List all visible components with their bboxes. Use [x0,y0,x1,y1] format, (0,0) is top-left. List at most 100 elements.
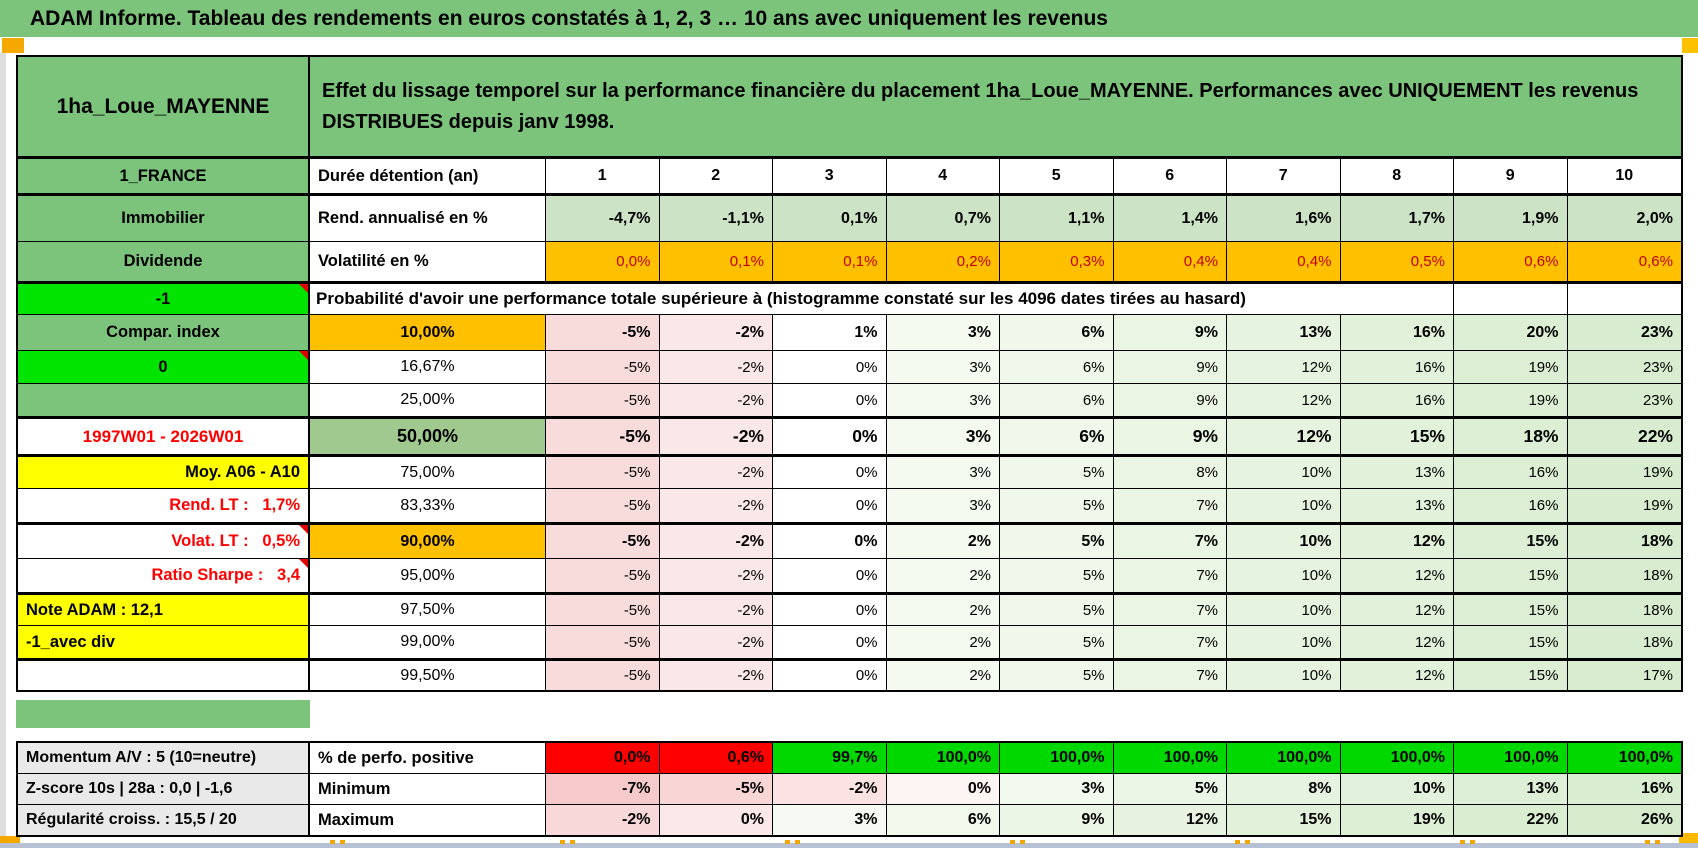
minimum-value-6[interactable]: 5% [1113,774,1227,805]
volat-value-2[interactable]: 0,1% [659,242,773,282]
p83-value-1[interactable]: -5% [546,489,660,523]
momentum-value-4[interactable]: 100,0% [886,743,1000,774]
p16-value-3[interactable]: 0% [773,351,887,384]
p995-value-5[interactable]: 5% [1000,659,1114,690]
p75-value-3[interactable]: 0% [773,455,887,489]
p995-value-8[interactable]: 12% [1340,659,1454,690]
p83-col2-cell[interactable]: 83,33% [310,489,546,523]
minimum-value-8[interactable]: 10% [1340,774,1454,805]
momentum-value-3[interactable]: 99,7% [773,743,887,774]
p75-value-9[interactable]: 16% [1454,455,1568,489]
p25-value-5[interactable]: 6% [1000,384,1114,417]
momentum-value-2[interactable]: 0,6% [659,743,773,774]
p50-value-4[interactable]: 3% [886,417,1000,455]
p25-value-10[interactable]: 23% [1567,384,1681,417]
duree-col2-cell[interactable]: Durée détention (an) [310,157,546,194]
momentum-value-10[interactable]: 100,0% [1567,743,1681,774]
p95-col2-cell[interactable]: 95,00% [310,559,546,593]
p995-value-9[interactable]: 15% [1454,659,1568,690]
p83-value-5[interactable]: 5% [1000,489,1114,523]
p995-value-6[interactable]: 7% [1113,659,1227,690]
p83-row-label[interactable]: Rend. LT : 1,7% [18,489,310,523]
momentum-row-label[interactable]: Momentum A/V : 5 (10=neutre) [18,743,310,774]
duree-value-1[interactable]: 1 [546,157,660,194]
p16-value-1[interactable]: -5% [546,351,660,384]
p95-value-9[interactable]: 15% [1454,559,1568,593]
p99-value-5[interactable]: 5% [1000,626,1114,659]
p25-value-3[interactable]: 0% [773,384,887,417]
p99-value-8[interactable]: 12% [1340,626,1454,659]
title-row-label[interactable]: 1ha_Loue_MAYENNE [18,57,310,157]
minimum-row-label[interactable]: Z-score 10s | 28a : 0,0 | -1,6 [18,774,310,805]
p50-value-9[interactable]: 18% [1454,417,1568,455]
p25-value-7[interactable]: 12% [1227,384,1341,417]
volat-value-5[interactable]: 0,3% [1000,242,1114,282]
duree-value-2[interactable]: 2 [659,157,773,194]
minimum-value-10[interactable]: 16% [1567,774,1681,805]
p25-col2-cell[interactable]: 25,00% [310,384,546,417]
p16-value-6[interactable]: 9% [1113,351,1227,384]
p99-col2-cell[interactable]: 99,00% [310,626,546,659]
p90-value-6[interactable]: 7% [1113,523,1227,559]
minimum-value-9[interactable]: 13% [1454,774,1568,805]
p90-value-10[interactable]: 18% [1567,523,1681,559]
p83-value-9[interactable]: 16% [1454,489,1568,523]
momentum-value-5[interactable]: 100,0% [1000,743,1114,774]
p95-value-4[interactable]: 2% [886,559,1000,593]
p10-row-label[interactable]: Compar. index [18,315,310,351]
p50-value-2[interactable]: -2% [659,417,773,455]
p75-value-2[interactable]: -2% [659,455,773,489]
maximum-value-1[interactable]: -2% [546,805,660,835]
momentum-value-1[interactable]: 0,0% [546,743,660,774]
p10-value-10[interactable]: 23% [1567,315,1681,351]
p16-value-8[interactable]: 16% [1340,351,1454,384]
p16-value-9[interactable]: 19% [1454,351,1568,384]
p25-value-1[interactable]: -5% [546,384,660,417]
p995-value-2[interactable]: -2% [659,659,773,690]
p95-value-3[interactable]: 0% [773,559,887,593]
rend-col2-cell[interactable]: Rend. annualisé en % [310,194,546,242]
p75-value-10[interactable]: 19% [1567,455,1681,489]
volat-value-6[interactable]: 0,4% [1113,242,1227,282]
p99-value-9[interactable]: 15% [1454,626,1568,659]
p995-row-label[interactable] [18,659,310,690]
momentum-value-7[interactable]: 100,0% [1227,743,1341,774]
p97-value-1[interactable]: -5% [546,593,660,626]
probability-header[interactable]: Probabilité d'avoir une performance tota… [310,282,1454,315]
p97-value-2[interactable]: -2% [659,593,773,626]
p10-value-5[interactable]: 6% [1000,315,1114,351]
maximum-value-4[interactable]: 6% [886,805,1000,835]
minimum-value-3[interactable]: -2% [773,774,887,805]
maximum-value-9[interactable]: 22% [1454,805,1568,835]
p10-value-6[interactable]: 9% [1113,315,1227,351]
p90-value-1[interactable]: -5% [546,523,660,559]
p995-value-10[interactable]: 17% [1567,659,1681,690]
p95-value-6[interactable]: 7% [1113,559,1227,593]
proba-row-label[interactable]: -1 [18,282,310,315]
duree-value-7[interactable]: 7 [1227,157,1341,194]
p25-value-9[interactable]: 19% [1454,384,1568,417]
minimum-value-7[interactable]: 8% [1227,774,1341,805]
duree-value-8[interactable]: 8 [1340,157,1454,194]
volat-value-10[interactable]: 0,6% [1567,242,1681,282]
p50-value-6[interactable]: 9% [1113,417,1227,455]
maximum-row-label[interactable]: Régularité croiss. : 15,5 / 20 [18,805,310,835]
duree-value-5[interactable]: 5 [1000,157,1114,194]
p25-value-2[interactable]: -2% [659,384,773,417]
p25-value-4[interactable]: 3% [886,384,1000,417]
duree-value-4[interactable]: 4 [886,157,1000,194]
p10-value-8[interactable]: 16% [1340,315,1454,351]
p10-col2-cell[interactable]: 10,00% [310,315,546,351]
p97-value-4[interactable]: 2% [886,593,1000,626]
proba-empty-cell[interactable] [1454,282,1568,315]
rend-value-1[interactable]: -4,7% [546,194,660,242]
p99-value-3[interactable]: 0% [773,626,887,659]
duree-row-label[interactable]: 1_FRANCE [18,157,310,194]
p50-value-1[interactable]: -5% [546,417,660,455]
p10-value-2[interactable]: -2% [659,315,773,351]
p90-value-2[interactable]: -2% [659,523,773,559]
momentum-col2-cell[interactable]: % de perfo. positive [310,743,546,774]
volat-value-9[interactable]: 0,6% [1454,242,1568,282]
p995-value-4[interactable]: 2% [886,659,1000,690]
volat-col2-cell[interactable]: Volatilité en % [310,242,546,282]
